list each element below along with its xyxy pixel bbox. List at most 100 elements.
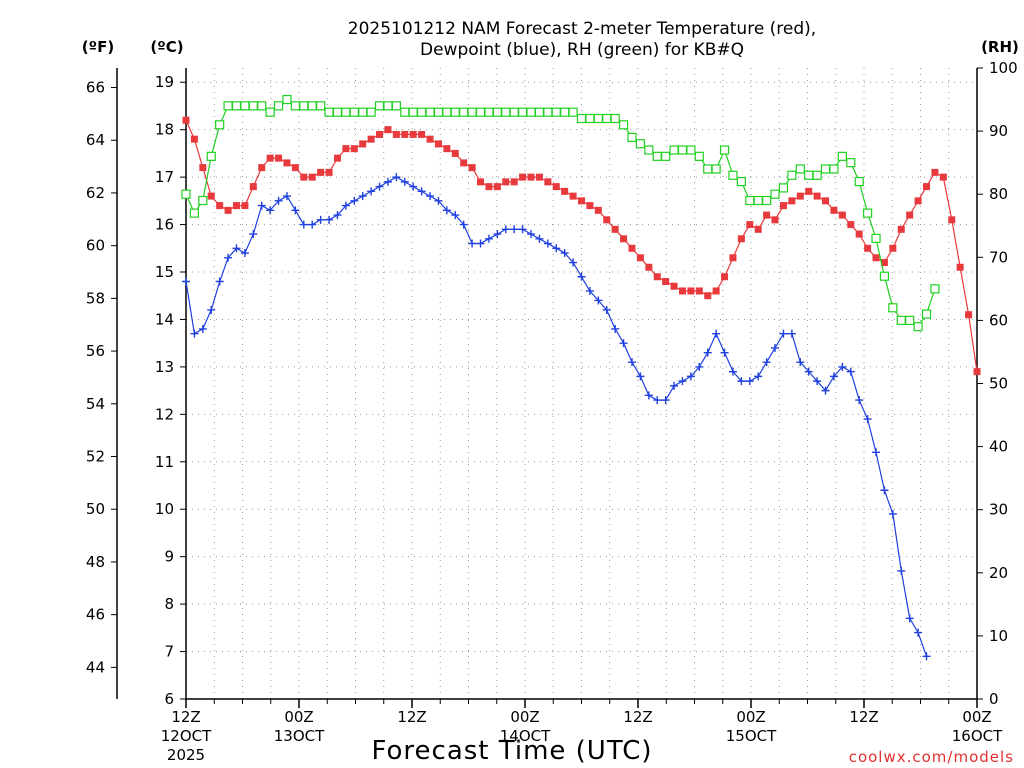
rh-point [425, 107, 435, 117]
temperature-point [914, 197, 922, 205]
rh-point [349, 107, 359, 117]
dewpoint-point [291, 206, 300, 215]
fahrenheit-unit-label: (ºF) [82, 38, 114, 56]
rh-point [610, 113, 620, 124]
rh-point [795, 164, 805, 174]
dewpoint-point [383, 177, 392, 186]
temperature-point [308, 173, 316, 181]
dewpoint-point [257, 201, 266, 210]
rh-point [526, 107, 536, 117]
temperature-point [636, 254, 644, 262]
rh-point [534, 107, 545, 117]
temperature-point [527, 173, 535, 181]
dewpoint-point [308, 220, 317, 229]
axes [111, 67, 983, 708]
rh-point [677, 145, 688, 155]
temperature-point [249, 183, 257, 191]
temperature-point [737, 235, 745, 243]
temperature-point [325, 168, 333, 176]
temperature-point [460, 159, 468, 167]
temperature-point [931, 168, 939, 176]
temperature-point [426, 135, 434, 143]
dewpoint-point [627, 358, 636, 367]
dewpoint-point [737, 377, 746, 386]
temperature-point [813, 192, 821, 200]
temperature-point [973, 368, 981, 376]
temperature-point [687, 287, 695, 295]
rh-tick-label: 100 [989, 59, 1018, 77]
rh-point [635, 139, 646, 149]
rh-point [703, 164, 713, 174]
celsius-tick-label: 13 [155, 358, 174, 376]
celsius-tick-label: 18 [155, 121, 174, 139]
dewpoint-point [198, 324, 207, 333]
temperature-point [855, 230, 863, 238]
dewpoint-point [796, 358, 805, 367]
temperature-point [477, 178, 485, 186]
rh-tick-label: 40 [989, 438, 1008, 456]
temperature-point [468, 164, 476, 172]
dewpoint-point [703, 348, 712, 357]
fahrenheit-tick-label: 48 [86, 553, 105, 571]
rh-point [719, 145, 730, 155]
celsius-tick-label: 6 [164, 690, 174, 708]
rh-point [324, 107, 334, 117]
dewpoint-point [855, 396, 864, 405]
temperature-point [729, 254, 737, 262]
rh-point [576, 113, 587, 124]
dewpoint-point [493, 230, 502, 239]
rh-point [198, 195, 208, 206]
temperature-point [333, 154, 341, 162]
temperature-point [628, 244, 636, 252]
rh-point [383, 101, 393, 111]
rh-point [492, 107, 502, 117]
temperature-point [384, 126, 392, 134]
rh-point [568, 107, 578, 117]
temperature-point [889, 244, 897, 252]
dewpoint-point [661, 396, 670, 405]
rh-point [804, 170, 814, 180]
fahrenheit-tick-label: 58 [86, 289, 105, 307]
dewpoint-point [897, 566, 906, 575]
rh-point [257, 101, 267, 111]
celsius-tick-label: 15 [155, 263, 174, 281]
rh-point [366, 107, 376, 117]
dewpoint-point [585, 286, 594, 295]
rh-point [644, 145, 654, 155]
rh-point [316, 101, 326, 111]
rh-point [517, 107, 528, 117]
celsius-tick-label: 7 [164, 643, 174, 661]
dewpoint-point [442, 206, 451, 215]
rh-point [585, 113, 595, 124]
rh-point [905, 315, 915, 325]
dewpoint-point [552, 244, 561, 253]
temperature-point [443, 145, 451, 153]
rh-point [450, 107, 460, 117]
temperature-point [258, 164, 266, 172]
rh-point [551, 107, 561, 117]
dewpoint-point [872, 448, 881, 457]
rh-tick-label: 50 [989, 375, 1008, 393]
temperature-point [965, 311, 973, 319]
dewpoint-point [476, 239, 485, 248]
temperature-point [207, 192, 215, 200]
temperature-point [190, 135, 198, 143]
temperature-point [586, 202, 594, 210]
rh-point [820, 164, 831, 174]
dewpoint-point [695, 362, 704, 371]
rh-point [273, 101, 284, 111]
dewpoint-point [459, 220, 468, 229]
celsius-tick-label: 12 [155, 405, 174, 423]
temperature-point [897, 225, 905, 233]
rh-point [736, 176, 746, 187]
dewpoint-point [863, 415, 872, 424]
dewpoint-point [922, 652, 931, 661]
dewpoint-point [316, 215, 325, 224]
rh-point [400, 107, 410, 117]
dewpoint-point [678, 377, 687, 386]
dewpoint-point [400, 177, 409, 186]
temperature-point [266, 154, 274, 162]
dewpoint-point [527, 230, 536, 239]
temperature-point [578, 197, 585, 205]
rh-point [299, 101, 309, 111]
